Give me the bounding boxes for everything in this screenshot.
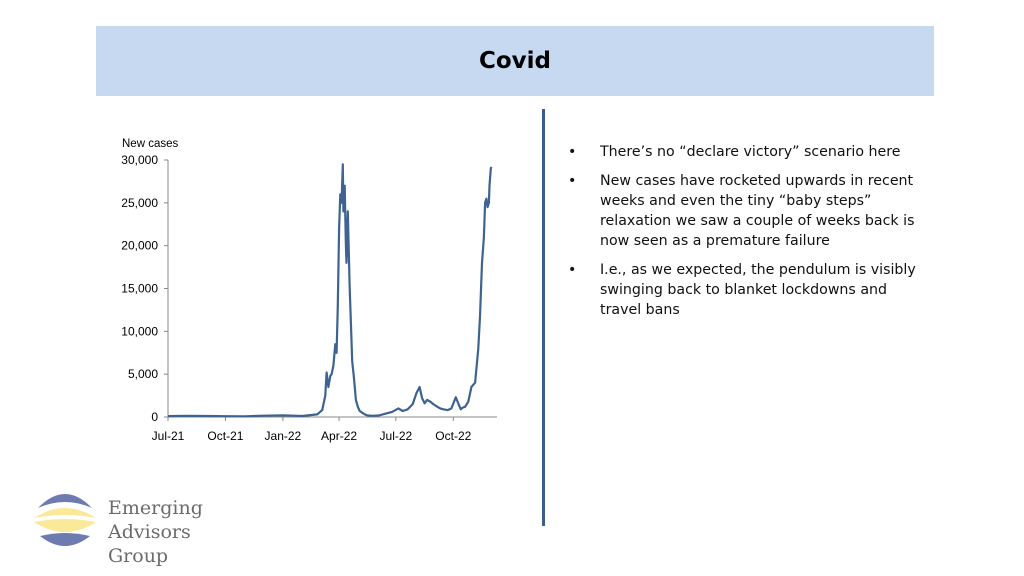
slide-title: Covid bbox=[478, 48, 552, 74]
x-tick-label: Jul-22 bbox=[380, 429, 413, 443]
logo-line-2: Group bbox=[108, 545, 169, 567]
x-tick-label: Jan-22 bbox=[265, 429, 302, 443]
bullet-dot: • bbox=[568, 144, 577, 160]
emerging-advisors-logo: Emerging Advisors Group bbox=[30, 482, 290, 567]
bullet-item: • New cases have rocketed upwards in rece… bbox=[566, 171, 916, 251]
bullet-item: • There’s no “declare victory” scenario h… bbox=[566, 142, 916, 162]
x-tick-label: Oct-21 bbox=[207, 429, 243, 443]
y-tick-label: 0 bbox=[151, 410, 158, 424]
y-tick-label: 20,000 bbox=[121, 239, 158, 253]
x-tick-label: Jul-21 bbox=[152, 429, 185, 443]
x-tick-label: Oct-22 bbox=[435, 429, 471, 443]
covid-new-cases-chart: New cases 0 5,000 10,000 15,000 20,000 25,000… bbox=[121, 138, 497, 443]
logo-mark-icon bbox=[34, 494, 96, 546]
y-tick-label: 30,000 bbox=[121, 153, 158, 167]
bullet-text: There’s no “declare victory” scenario he… bbox=[600, 144, 901, 160]
chart-axes bbox=[167, 160, 497, 418]
logo-text: Emerging Advisors Group bbox=[108, 496, 290, 568]
bullet-item: • I.e., as we expected, the pendulum is v… bbox=[566, 260, 916, 320]
y-tick-label: 5,000 bbox=[128, 367, 158, 381]
bullet-text: I.e., as we expected, the pendulum is vi… bbox=[600, 262, 916, 318]
bullet-dot: • bbox=[568, 173, 577, 189]
x-axis-ticks: Jul-21 Oct-21 Jan-22 Apr-22 Jul-22 Oct-22 bbox=[152, 417, 472, 443]
y-tick-label: 15,000 bbox=[121, 282, 158, 296]
y-tick-label: 10,000 bbox=[121, 324, 158, 338]
bullet-text: New cases have rocketed upwards in recen… bbox=[600, 173, 915, 249]
x-tick-label: Apr-22 bbox=[321, 429, 357, 443]
y-tick-label: 25,000 bbox=[121, 196, 158, 210]
bullet-list: • There’s no “declare victory” scenario h… bbox=[566, 142, 916, 329]
y-axis-label: New cases bbox=[122, 138, 178, 150]
new-cases-series-line bbox=[167, 163, 493, 418]
bullet-dot: • bbox=[568, 262, 577, 278]
title-banner: Covid bbox=[96, 26, 934, 96]
vertical-divider bbox=[542, 109, 545, 526]
y-axis-ticks: 0 5,000 10,000 15,000 20,000 25,000 30,000 bbox=[121, 153, 168, 424]
logo-line-1: Emerging Advisors bbox=[108, 497, 203, 543]
